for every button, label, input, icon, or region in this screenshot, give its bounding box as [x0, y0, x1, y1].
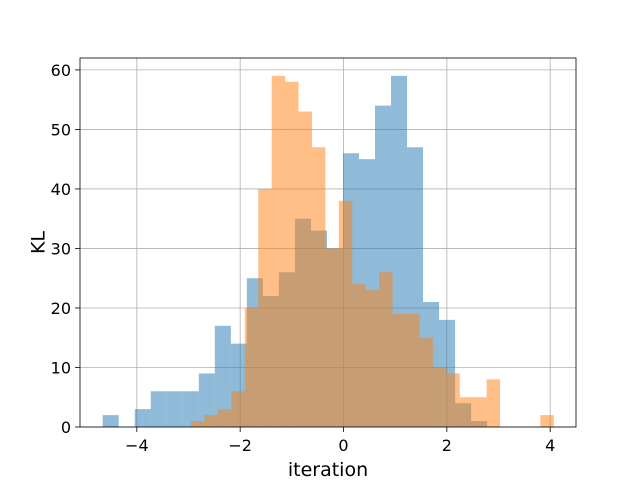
y-tick-label: 10: [51, 358, 71, 377]
histogram-bar-series-2: [432, 367, 447, 427]
histogram-bars: [102, 75, 554, 428]
histogram-bar-series-1: [166, 391, 183, 427]
histogram-bar-series-2: [392, 313, 407, 427]
histogram-bar-series-1: [150, 391, 167, 427]
y-tick-label: 30: [51, 239, 71, 258]
histogram-bar-series-2: [473, 397, 487, 427]
histogram-bar-series-2: [311, 147, 326, 427]
histogram-bar-series-2: [406, 313, 420, 427]
x-tick-label: 2: [442, 436, 452, 455]
histogram-bar-series-2: [285, 81, 299, 427]
histogram-bar-series-2: [258, 188, 272, 427]
histogram-bar-series-2: [446, 373, 460, 427]
x-tick-label: 4: [545, 436, 555, 455]
histogram-bar-series-2: [338, 200, 353, 427]
histogram-bar-series-1: [134, 409, 151, 427]
histogram-bar-series-2: [191, 421, 205, 427]
histogram-bar-series-2: [325, 248, 339, 427]
histogram-bar-series-1: [182, 391, 199, 427]
y-tick-label: 50: [51, 120, 71, 139]
y-tick-label: 40: [51, 180, 71, 199]
histogram-bar-series-2: [379, 272, 393, 427]
histogram-bar-series-2: [540, 415, 554, 427]
histogram-bar-series-2: [271, 75, 286, 428]
x-tick-label: −4: [125, 436, 149, 455]
histogram-bar-series-2: [244, 307, 259, 427]
histogram-bar-series-1: [214, 325, 231, 427]
x-tick-label: 0: [338, 436, 348, 455]
y-tick-label: 20: [51, 299, 71, 318]
histogram-bar-series-1: [198, 373, 215, 427]
histogram-bar-series-2: [352, 284, 366, 427]
histogram-bar-series-2: [231, 391, 245, 427]
y-tick-label: 0: [61, 418, 71, 437]
histogram-bar-series-2: [365, 290, 380, 427]
plot-frame: [79, 57, 577, 428]
histogram-bar-series-2: [204, 415, 218, 427]
histogram-bar-series-2: [419, 337, 433, 427]
histogram-bar-series-2: [217, 409, 232, 427]
histogram-bar-series-2: [298, 111, 312, 427]
y-tick-label: 60: [51, 61, 71, 80]
x-tick-label: −2: [228, 436, 252, 455]
histogram-bar-series-2: [486, 379, 501, 427]
x-axis-label: iteration: [288, 459, 368, 480]
histogram-bar-series-1: [102, 415, 119, 427]
histogram-bar-series-2: [459, 397, 474, 427]
y-axis-label: KL: [28, 231, 50, 254]
